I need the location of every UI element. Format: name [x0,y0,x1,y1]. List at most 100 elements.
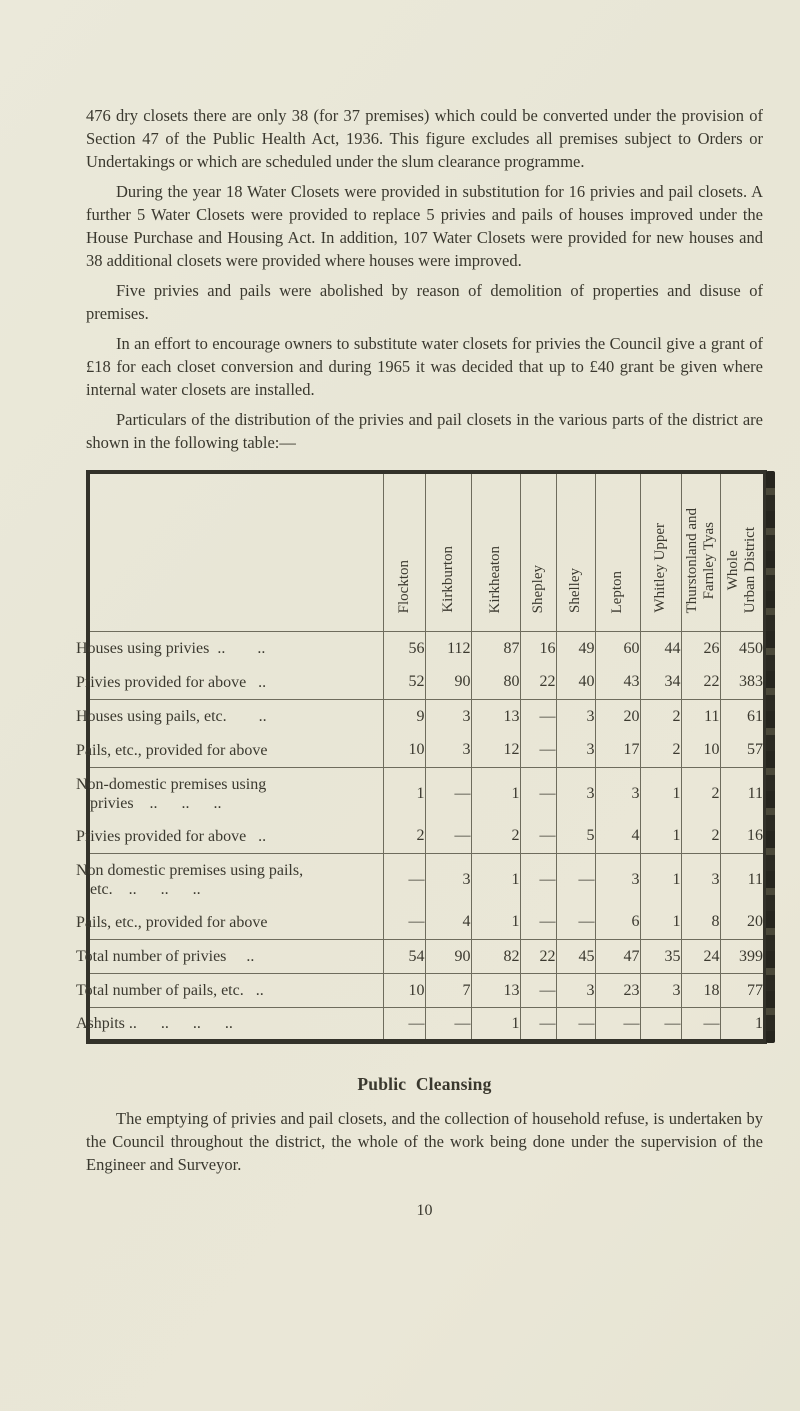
table-cell: — [424,1007,471,1042]
table-cell: 112 [424,631,471,666]
table-cell: — [519,905,556,940]
table-cell: 1 [639,905,681,940]
page-number: 10 [416,1202,433,1219]
paragraph-public-cleansing: The emptying of privies and pail closets… [86,1109,763,1174]
table-cell: 10 [382,733,425,768]
table-cell: — [555,1007,595,1042]
table-cell: — [519,1007,556,1042]
table-cell: 9 [382,699,425,734]
table-cell: 1 [639,819,681,854]
table-cell: 22 [519,939,556,974]
table-row-nondomestic-pails: Non domestic premises using pails, etc. … [76,853,765,906]
table-cell: 3 [555,973,595,1008]
table-row-ashpits: Ashpits .. .. .. .. — — 1 — — — — — 1 [76,1007,765,1042]
table-cell: 3 [424,699,471,734]
table-cell: 1 [639,767,681,820]
section-heading: Public Cleansing [357,1074,492,1094]
table-cell: 5 [555,819,595,854]
table-cell: — [519,733,556,768]
table-cell: 43 [594,665,640,700]
table-cell: 23 [594,973,640,1008]
table-cell: 1 [719,1007,765,1042]
privies-distribution-table: Flockton Kirkburton Kirkheaton Shepley S… [76,470,767,1044]
table-cell: 3 [555,733,595,768]
table-row-total-privies: Total number of privies .. 54 90 82 22 4… [76,939,765,974]
table-cell: — [639,1007,681,1042]
table-cell: 3 [680,853,720,906]
table-cell: 6 [594,905,640,940]
table-cell: 1 [470,905,520,940]
table-cell: 56 [382,631,425,666]
paragraph-water-closets: During the year 18 Water Closets were pr… [86,182,763,270]
table-cell: 10 [680,733,720,768]
rotated-header-label: Lepton [609,570,625,614]
rotated-header-label: Thurstonland and Farnley Tyas [683,507,717,613]
table-cell: 77 [719,973,765,1008]
table-row-pails-provided-1: Pails, etc., provided for above 10 3 12 … [76,733,765,768]
table-cell: — [594,1007,640,1042]
row-label: Privies provided for above .. [76,819,383,854]
table-cell: — [424,767,471,820]
table-row-pails-provided-2: Pails, etc., provided for above — 4 1 — … [76,905,765,940]
paragraph-abolished: Five privies and pails were abolished by… [86,281,763,323]
table-cell: 1 [639,853,681,906]
row-label-header [88,472,383,632]
table-cell: 7 [424,973,471,1008]
row-label: Total number of privies .. [76,939,383,974]
paragraph-grants: In an effort to encourage owners to subs… [86,334,763,399]
row-label: Pails, etc., provided for above [76,733,383,768]
table-cell: — [680,1007,720,1042]
row-label: Pails, etc., provided for above [76,905,383,940]
table-cell: 2 [639,699,681,734]
table-cell: 90 [424,665,471,700]
table-cell: 13 [470,973,520,1008]
table-cell: 17 [594,733,640,768]
table-cell: 40 [555,665,595,700]
table-cell: 8 [680,905,720,940]
table-cell: 399 [719,939,765,974]
table-cell: 383 [719,665,765,700]
page-content: 476 dry closets there are only 38 (for 3… [76,106,775,1219]
table-cell: 49 [555,631,595,666]
table-cell: 1 [470,767,520,820]
table-cell: 13 [470,699,520,734]
table-cell: 47 [594,939,640,974]
table-cell: — [555,853,595,906]
table-cell: 45 [555,939,595,974]
table-cell: 18 [680,973,720,1008]
table-cell: — [519,699,556,734]
table-cell: 3 [639,973,681,1008]
rotated-header-label: Shelley [567,568,583,613]
column-header-whitley-upper: Whitley Upper [639,472,681,632]
row-label: Total number of pails, etc. .. [76,973,383,1008]
table-cell: 1 [470,853,520,906]
table-cell: 1 [382,767,425,820]
table-cell: 3 [424,733,471,768]
table-cell: — [382,1007,425,1042]
table-cell: 3 [594,767,640,820]
rotated-header-label: Flockton [395,559,412,613]
table-cell: 52 [382,665,425,700]
table-cell: 10 [382,973,425,1008]
table-cell: 4 [594,819,640,854]
table-cell: 35 [639,939,681,974]
column-header-flockton: Flockton [382,472,425,632]
table-row-houses-using-pails: Houses using pails, etc. .. 9 3 13 — 3 2… [76,699,765,734]
table-cell: 16 [519,631,556,666]
table-cell: 57 [719,733,765,768]
table-cell: 22 [519,665,556,700]
column-header-lepton: Lepton [594,472,640,632]
row-label: Houses using privies .. .. [76,640,266,658]
table-cell: — [382,905,425,940]
table-cell: 60 [594,631,640,666]
rotated-header-label: Whole Urban District [724,526,758,613]
column-header-shelley: Shelley [555,472,595,632]
table-cell: 11 [719,853,765,906]
table-cell: — [382,853,425,906]
table-cell: 11 [719,767,765,820]
table-cell: 2 [680,767,720,820]
table-row-privies-provided-1: Privies provided for above .. 52 90 80 2… [76,665,765,700]
table-cell: 3 [555,767,595,820]
table-cell: 44 [639,631,681,666]
